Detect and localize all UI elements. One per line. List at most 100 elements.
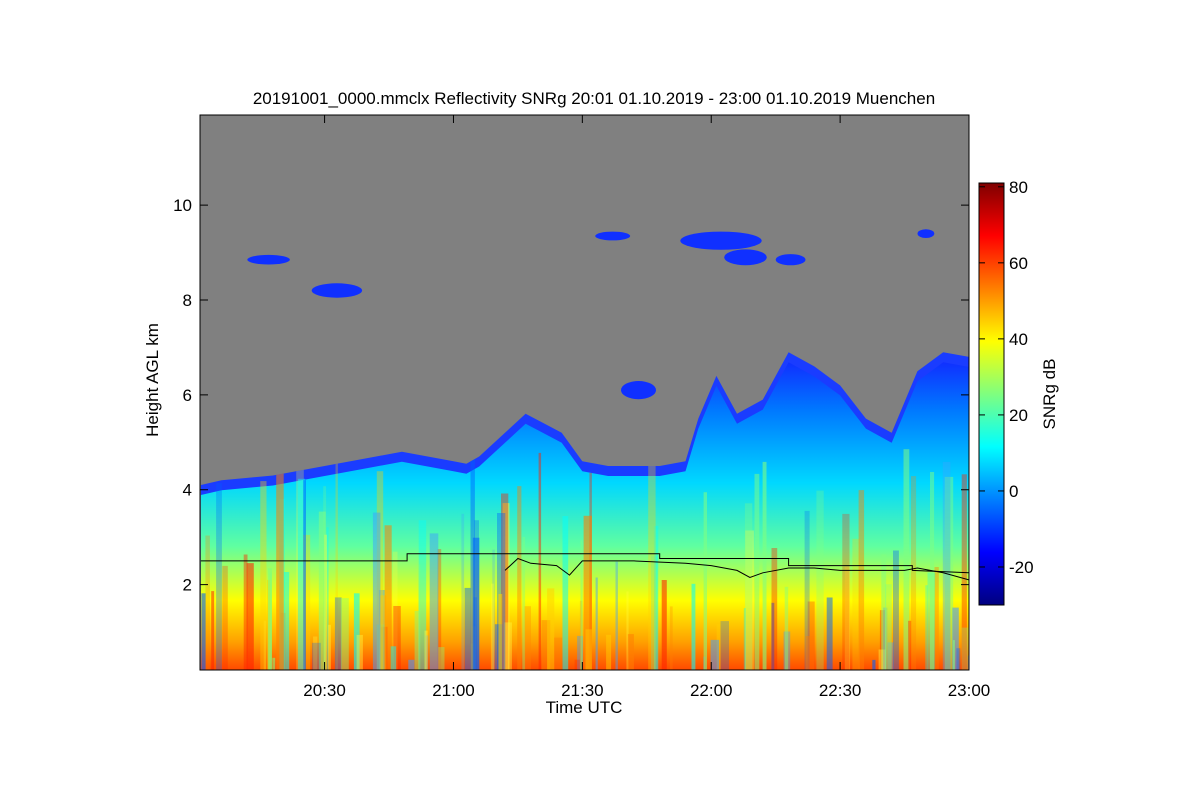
echo-streak (323, 486, 327, 670)
echo-streak (335, 460, 338, 670)
echo-streak (595, 577, 598, 670)
echo-streak (627, 634, 634, 670)
y-tick-label: 2 (183, 576, 192, 595)
colorbar-tick-label: 80 (1009, 178, 1028, 197)
cloud-base-line (200, 553, 969, 574)
colorbar-tick-label: 40 (1009, 330, 1028, 349)
echo-streak (577, 635, 583, 670)
echo-streak (378, 590, 385, 670)
echo-streak (283, 572, 290, 670)
echo-streak (885, 584, 892, 670)
echo-streak (805, 636, 815, 670)
echo-streak (934, 567, 939, 670)
echo-streak (372, 512, 381, 670)
echo-streak (260, 481, 267, 670)
echo-streak (522, 536, 526, 670)
echo-streak (356, 634, 363, 670)
cloud-base-line-secondary (504, 557, 969, 581)
echo-streak (408, 659, 415, 670)
echo-streak (392, 551, 398, 670)
echo-streak (538, 452, 542, 670)
echo-streak (784, 586, 789, 670)
echo-streak (246, 563, 254, 670)
echo-streak (754, 473, 760, 670)
echo-streak (313, 636, 318, 670)
y-tick-label: 6 (183, 386, 192, 405)
echo-streak (925, 585, 928, 670)
cloud-patch (595, 231, 631, 241)
y-axis: 2 4 6 8 10 (173, 196, 969, 595)
echo-streak (425, 635, 429, 670)
x-axis: 20:30 21:00 21:30 22:00 22:30 23:00 (303, 115, 990, 700)
echo-streak (297, 478, 305, 670)
echo-streak (580, 540, 583, 670)
echo-streak (502, 503, 510, 670)
echo-streak (424, 630, 428, 670)
echo-streak (844, 566, 850, 670)
x-tick-label: 21:00 (432, 681, 475, 700)
echo-streak (878, 649, 886, 670)
chart-title: 20191001_0000.mmclx Reflectivity SNRg 20… (253, 89, 935, 108)
echo-streak (585, 629, 592, 670)
echo-streak (743, 608, 746, 670)
echo-streak (384, 525, 392, 670)
echo-streak (944, 476, 954, 670)
colorbar-tick-label: 20 (1009, 406, 1028, 425)
echo-streak (296, 469, 304, 670)
echo-streak (472, 537, 480, 670)
echo-streak (574, 659, 580, 670)
echo-streak (615, 561, 618, 670)
echo-streak (651, 555, 658, 670)
cloud-patch (775, 254, 806, 266)
upper-cloud-patches (247, 229, 935, 400)
echo-streak (340, 598, 349, 670)
echo-streak (881, 554, 887, 670)
echo-streak (437, 549, 442, 670)
echo-streak (438, 647, 445, 670)
plot-frame (199, 114, 970, 671)
echo-streak (872, 659, 876, 670)
echo-streak (804, 510, 810, 670)
cloud-base-lines (200, 553, 969, 581)
colorbar-scale (978, 182, 1005, 606)
echo-streak (303, 480, 306, 670)
echo-streak (547, 588, 555, 670)
colorbar: -20 0 20 40 60 80 SNRg dB (978, 178, 1059, 606)
echo-streak (956, 648, 961, 670)
echo-streak (842, 513, 850, 670)
echo-streak (911, 476, 917, 670)
echo-streak (952, 607, 959, 670)
echo-streak (967, 655, 969, 670)
colorbar-label: SNRg dB (1040, 359, 1059, 430)
echo-streak (267, 568, 272, 670)
y-tick-label: 10 (173, 196, 192, 215)
echo-streak (653, 525, 659, 670)
echo-streak (498, 594, 503, 670)
echo-streak (326, 527, 329, 670)
echo-streak (461, 513, 465, 670)
cloud-patch (621, 381, 656, 400)
echo-streak (710, 639, 719, 670)
echo-streak (807, 601, 815, 670)
echo-streak (504, 622, 512, 670)
echo-streak (418, 520, 427, 670)
echo-streak (541, 620, 551, 670)
echo-streak (211, 591, 215, 670)
echo-streak (554, 637, 563, 670)
echo-streak (524, 606, 531, 670)
echo-streak (276, 463, 284, 670)
echo-streak (418, 564, 421, 670)
echo-streak (263, 620, 267, 670)
x-tick-label: 22:00 (690, 681, 733, 700)
echo-streak (205, 535, 210, 670)
echo-streak (327, 624, 331, 670)
colorbar-tick-label: 60 (1009, 254, 1028, 273)
echo-streak (470, 643, 475, 670)
echo-streak (470, 451, 475, 670)
cloud-patch (724, 249, 767, 266)
echo-streak (826, 597, 833, 670)
echo-streak (324, 534, 327, 670)
echo-streak (376, 624, 385, 670)
echo-streak (583, 515, 592, 670)
